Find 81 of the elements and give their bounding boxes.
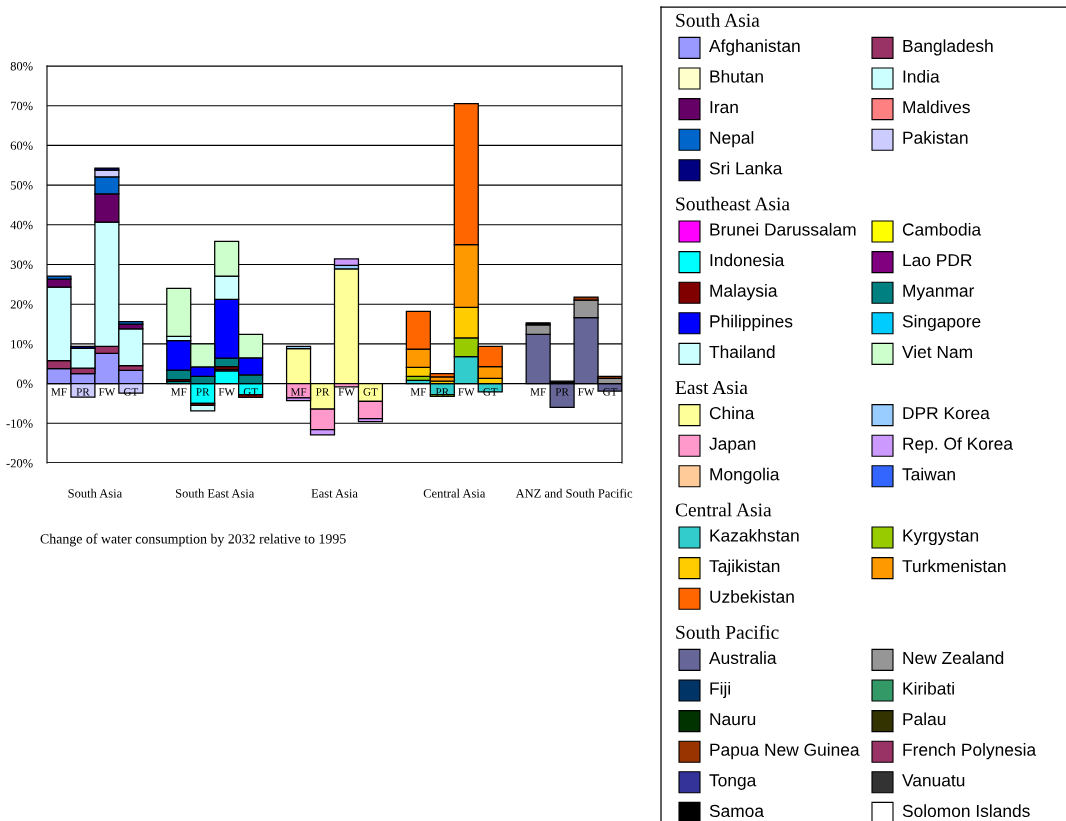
x-tick-label: PR: [196, 388, 210, 396]
y-tick-label: 0%: [16, 379, 33, 389]
legend-label: Bhutan: [710, 69, 763, 83]
text: South Asia: [676, 13, 760, 27]
x-tick-label: PR: [316, 388, 330, 396]
legend-label: Turkmenistan: [902, 559, 1006, 573]
text: East Asia: [675, 381, 748, 395]
x-tick-label: MF: [290, 388, 307, 396]
legend-label: French Polynesia: [903, 743, 1037, 760]
legend-label: Nauru: [710, 713, 756, 726]
legend-label: Indonesia: [710, 253, 785, 267]
y-tick-label: 60%: [10, 141, 33, 150]
legend-label: Malaysia: [710, 284, 778, 301]
x-tick-label: MF: [171, 388, 187, 396]
legend-label: Nepal: [710, 131, 754, 148]
x-tick-label: FW: [98, 388, 116, 396]
legend-label: Tonga: [709, 774, 757, 790]
legend-label: Australia: [709, 651, 777, 665]
legend-label: China: [709, 406, 755, 420]
x-tick-label: FW: [578, 388, 595, 396]
legend-label: Fiji: [710, 681, 731, 699]
legend-label: India: [903, 69, 940, 83]
legend-label: Singapore: [902, 314, 981, 331]
legend-label: Philippines: [710, 314, 793, 331]
legend-label: Rep. Of Korea: [903, 437, 1013, 454]
legend-label: Bangladesh: [903, 39, 993, 56]
legend-label: DPR Korea: [903, 407, 990, 420]
legend-label: Samoa: [709, 804, 765, 818]
legend-label: Solomon Islands: [902, 804, 1030, 818]
y-tick-label: 80%: [10, 62, 33, 71]
legend-label: Pakistan: [903, 131, 968, 144]
text: South Asia: [68, 488, 123, 498]
x-tick-label: FW: [338, 388, 355, 396]
legend-label: New Zealand: [903, 651, 1004, 665]
legend-label: Lao PDR: [903, 254, 972, 267]
x-tick-label: FW: [218, 388, 235, 396]
legend-label: Sri Lanka: [709, 161, 783, 175]
x-tick-label: FW: [458, 388, 475, 396]
y-tick-label: 70%: [11, 101, 33, 111]
legend-label: Thailand: [709, 345, 775, 359]
x-tick-label: MF: [51, 388, 67, 396]
text: Central Asia: [675, 502, 772, 517]
legend-label: Japan: [709, 437, 756, 454]
x-tick-label: MF: [410, 388, 426, 396]
legend-label: Mongolia: [710, 467, 780, 484]
text: Change of water consumption by 2032 relative to 1995: [40, 533, 346, 547]
text: South Pacific: [676, 624, 779, 639]
x-tick-label: GT: [483, 388, 498, 396]
legend-label: Palau: [903, 712, 946, 726]
text: South East Asia: [175, 488, 255, 498]
legend-label: Taiwan: [902, 467, 955, 481]
text: Southeast Asia: [676, 196, 790, 211]
legend-label: Cambodia: [902, 222, 982, 236]
y-tick-label: -10%: [6, 419, 33, 428]
x-tick-label: GT: [363, 388, 378, 396]
y-tick-label: 30%: [10, 260, 33, 269]
x-tick-label: PR: [555, 388, 569, 396]
legend-label: Afghanistan: [709, 39, 800, 56]
legend-label: Tajikistan: [709, 559, 780, 576]
legend-label: Kazakhstan: [710, 528, 799, 542]
legend-label: Papua New Guinea: [710, 743, 860, 760]
legend-label: Iran: [710, 101, 738, 114]
text: Central Asia: [423, 488, 486, 498]
y-tick-label: 40%: [10, 220, 33, 230]
x-tick-label: GT: [603, 388, 618, 396]
legend-label: Viet Nam: [902, 345, 972, 359]
x-tick-label: MF: [530, 388, 546, 396]
y-tick-label: -20%: [6, 459, 33, 468]
y-tick-label: 20%: [10, 300, 33, 309]
x-tick-label: PR: [76, 388, 90, 396]
legend-label: Kyrgystan: [903, 529, 979, 546]
legend-label: Vanuatu: [902, 774, 965, 787]
legend-label: Brunei Darussalam: [710, 222, 856, 236]
text: ANZ and South Pacific: [515, 488, 633, 498]
legend-label: Kiribati: [903, 681, 954, 695]
y-tick-label: 10%: [11, 339, 33, 349]
y-tick-label: 50%: [10, 181, 33, 190]
legend-label: Maldives: [903, 100, 970, 114]
legend-label: Myanmar: [903, 284, 975, 301]
legend-label: Uzbekistan: [710, 590, 794, 603]
text: East Asia: [311, 489, 358, 498]
